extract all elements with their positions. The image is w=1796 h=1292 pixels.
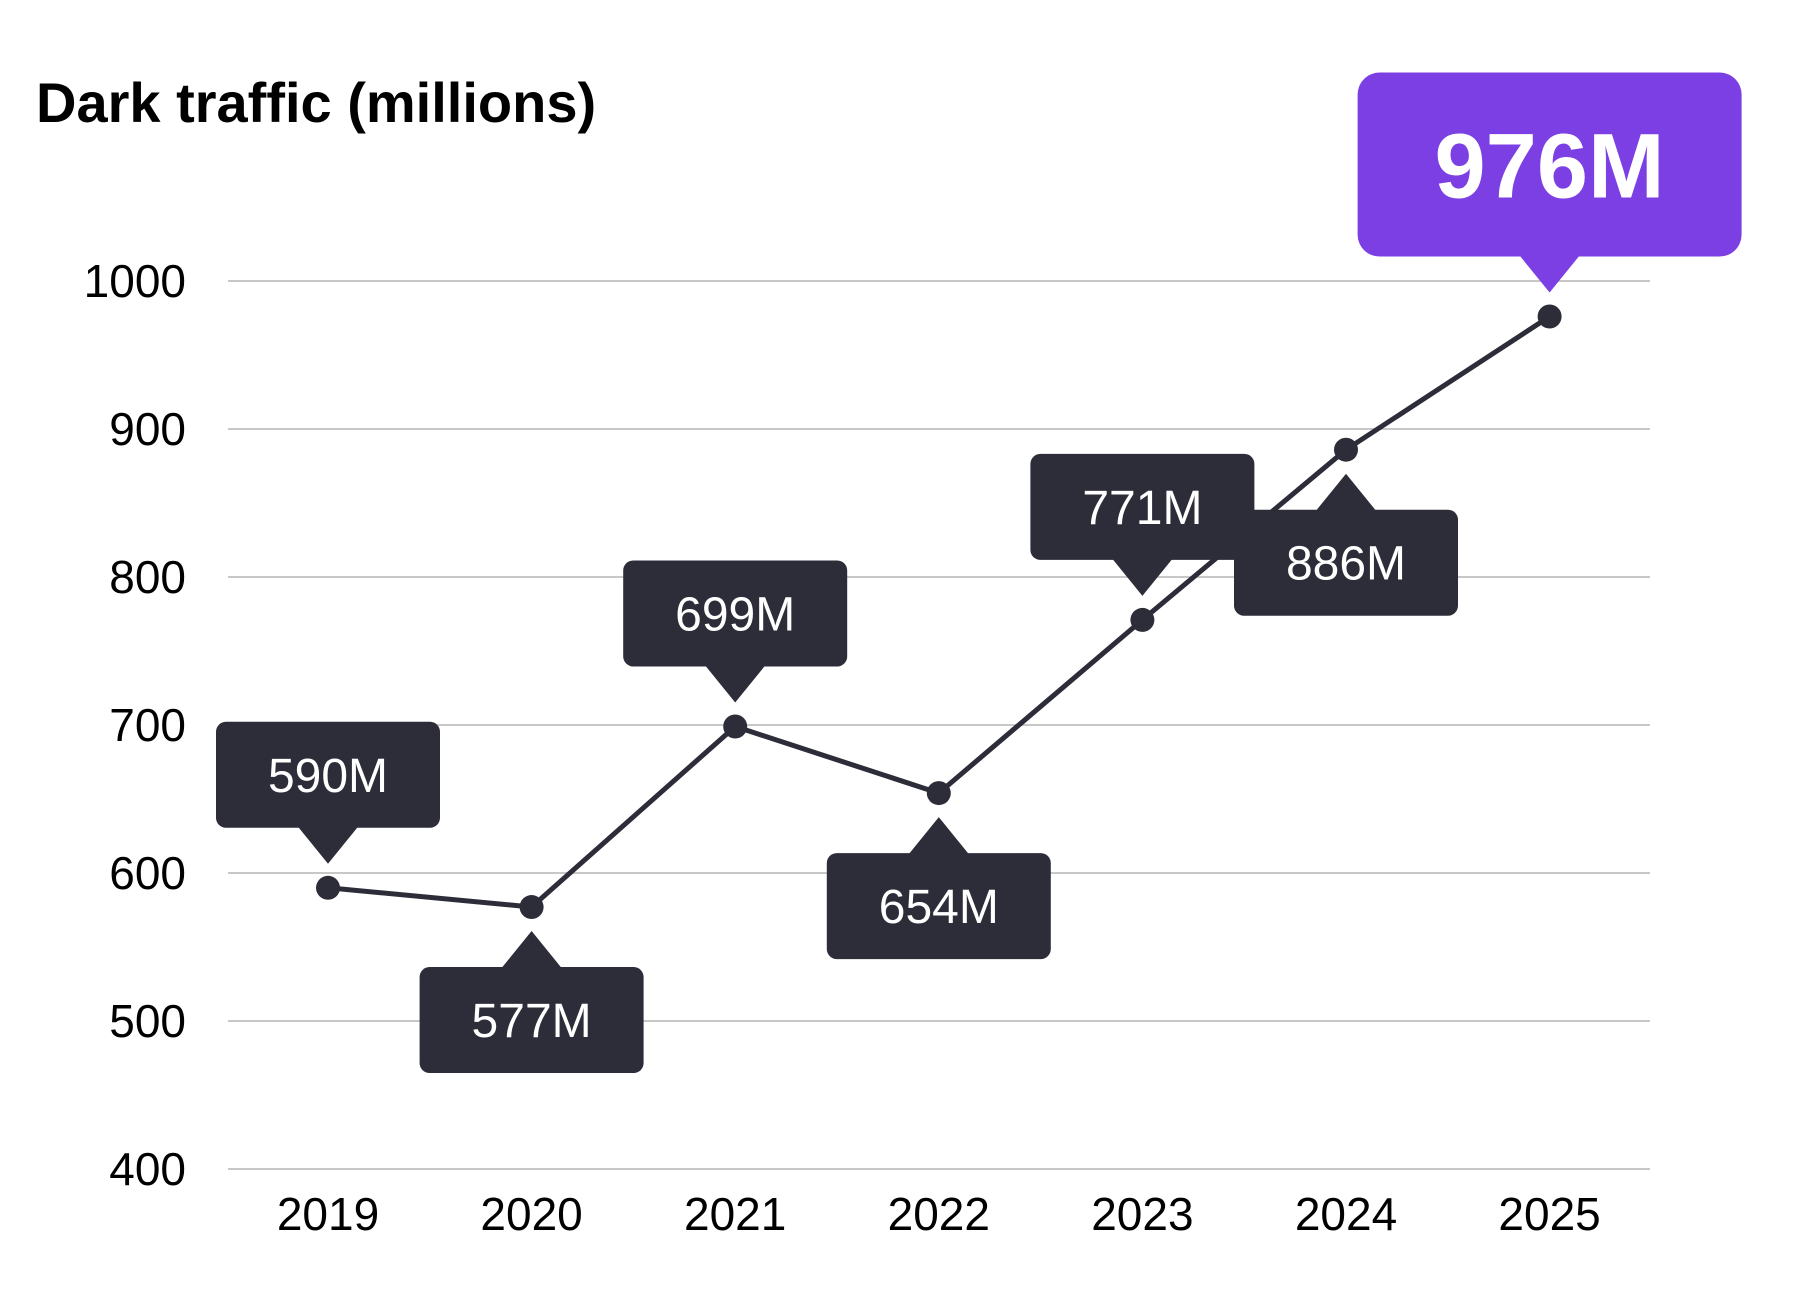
x-tick-label: 2023 <box>1091 1188 1193 1240</box>
y-tick-label: 900 <box>109 403 186 455</box>
callout-pointer <box>1316 473 1376 511</box>
data-label: 771M <box>1082 482 1202 535</box>
y-tick-label: 1000 <box>84 255 186 307</box>
data-points <box>316 304 1562 920</box>
y-tick-label: 600 <box>109 847 186 899</box>
callout-pointer <box>501 931 562 969</box>
callout-pointer <box>908 817 969 855</box>
data-label: 654M <box>879 881 999 934</box>
callout-highlight-2025: 976M <box>1357 72 1742 293</box>
callout-box <box>1030 453 1255 560</box>
chart-title: Dark traffic (millions) <box>36 71 596 134</box>
callout-pointer <box>705 665 766 703</box>
data-point-2022 <box>926 781 951 806</box>
callout-box <box>1357 72 1742 257</box>
x-axis-tick-labels: 2019 2020 2021 2022 2023 2024 2025 <box>277 1188 1601 1240</box>
y-tick-label: 800 <box>109 551 186 603</box>
callout-box <box>419 967 644 1074</box>
data-label: 886M <box>1286 538 1406 591</box>
data-point-2023 <box>1130 607 1155 632</box>
data-label: 699M <box>675 588 795 641</box>
y-tick-label: 700 <box>109 699 186 751</box>
y-tick-label: 500 <box>109 995 186 1047</box>
callout-box <box>216 721 440 828</box>
data-point-2025 <box>1537 304 1562 329</box>
callout-2019: 590M <box>216 721 440 864</box>
x-tick-label: 2021 <box>684 1188 786 1240</box>
callout-2021: 699M <box>623 560 848 703</box>
x-tick-label: 2019 <box>277 1188 379 1240</box>
y-axis-tick-labels: 400 500 600 700 800 900 1000 <box>84 255 186 1195</box>
callout-2020: 577M <box>419 931 644 1074</box>
callout-pointer <box>298 826 358 864</box>
x-tick-label: 2024 <box>1295 1188 1397 1240</box>
callout-pointer <box>1112 558 1173 596</box>
y-tick-label: 400 <box>109 1143 186 1195</box>
data-point-2020 <box>519 895 544 920</box>
data-label: 577M <box>472 995 592 1048</box>
callout-2024: 886M <box>1234 473 1458 616</box>
callout-box <box>623 560 848 667</box>
callout-2023: 771M <box>1030 453 1255 596</box>
callout-pointer <box>1519 255 1580 293</box>
data-label-callouts: 590M 577M 699M 654M 771M 886M 976M <box>216 72 1742 1074</box>
data-point-2024 <box>1334 437 1358 462</box>
x-tick-label: 2020 <box>480 1188 582 1240</box>
x-tick-label: 2025 <box>1498 1188 1600 1240</box>
data-point-2021 <box>723 714 748 739</box>
data-point-2019 <box>316 875 340 900</box>
callout-box <box>1234 509 1458 616</box>
callout-2022: 654M <box>826 817 1051 960</box>
callout-box <box>826 853 1051 960</box>
data-label: 976M <box>1435 116 1665 218</box>
data-label: 590M <box>268 750 388 803</box>
x-tick-label: 2022 <box>888 1188 990 1240</box>
